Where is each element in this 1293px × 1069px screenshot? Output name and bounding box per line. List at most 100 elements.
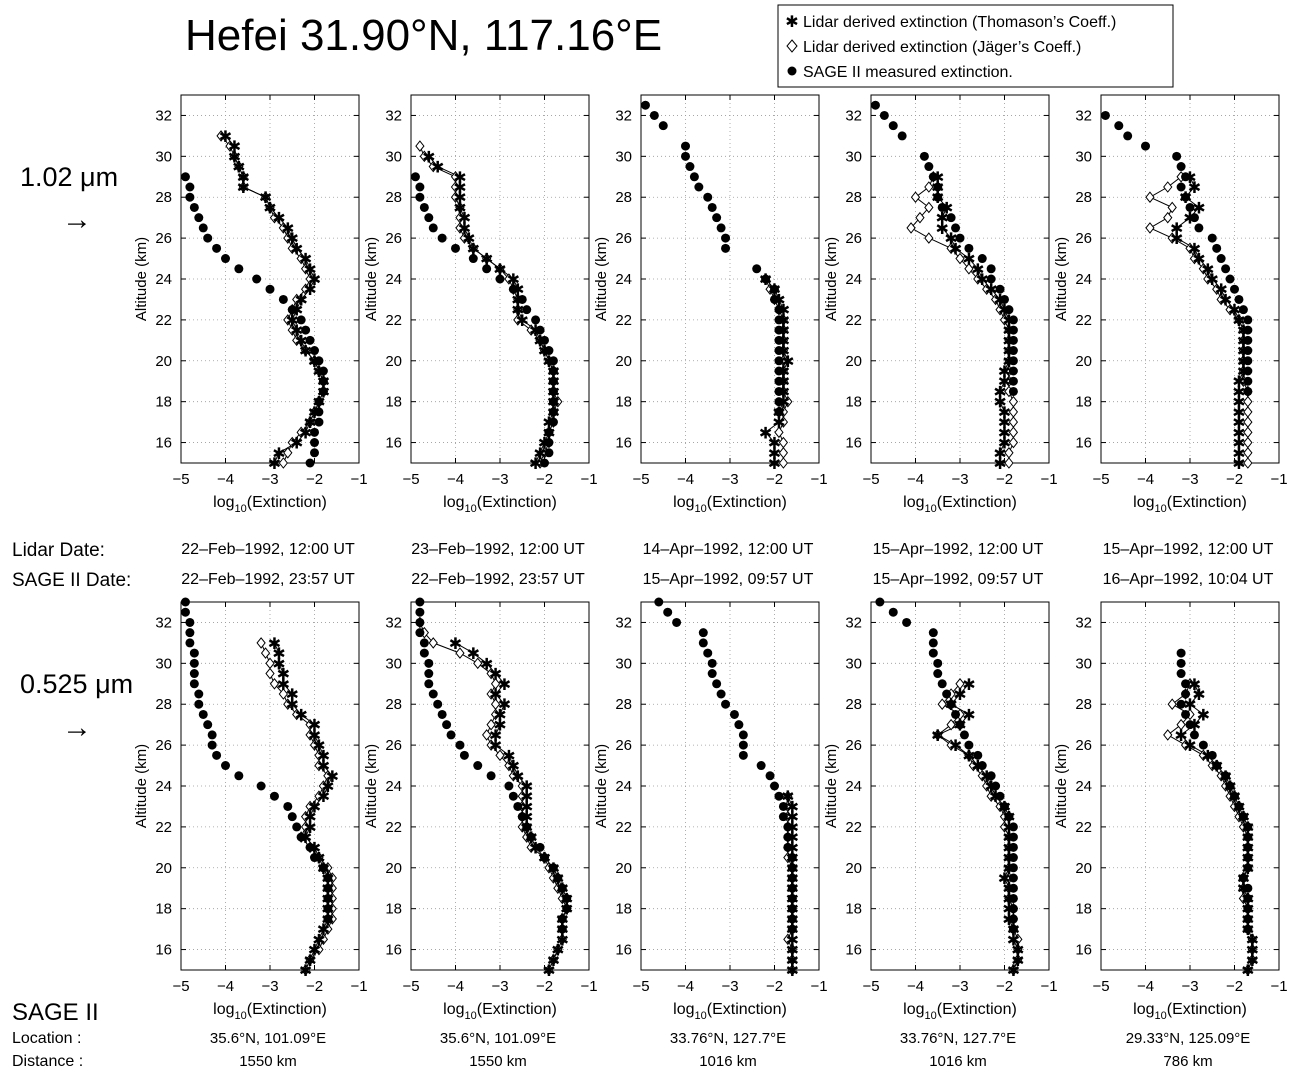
thomason-point: ✱ <box>308 728 321 745</box>
sage-point <box>1176 182 1186 192</box>
sage-point <box>951 709 961 719</box>
y-tick-label: 32 <box>385 107 402 124</box>
jager-point <box>787 953 797 966</box>
thomason-point: ✱ <box>1183 738 1196 755</box>
thomason-point: ✱ <box>462 231 475 248</box>
jager-point <box>1243 426 1253 439</box>
jager-point <box>296 426 306 439</box>
y-axis-label: Altitude (km) <box>823 744 840 828</box>
sage-point <box>1243 822 1253 832</box>
thomason-point: ✱ <box>1188 180 1201 197</box>
x-tick-label: −2 <box>766 978 783 995</box>
sage-point <box>698 628 708 638</box>
y-axis-label: Altitude (km) <box>593 744 610 828</box>
y-tick-label: 20 <box>845 860 862 877</box>
sage-point <box>189 658 199 668</box>
sage-point <box>221 254 230 264</box>
sage-point <box>752 264 762 274</box>
sage-point <box>787 853 797 863</box>
jager-point <box>1185 242 1195 255</box>
sage-point <box>1243 914 1253 924</box>
jager-point <box>1163 211 1173 224</box>
sage-point <box>991 781 1001 791</box>
sage-point <box>1008 356 1018 366</box>
jager-point <box>1013 943 1023 956</box>
column-4-location: 33.76°N, 127.7°E <box>900 1030 1016 1047</box>
thomason-point: ✱ <box>1232 456 1245 473</box>
y-tick-label: 22 <box>155 819 172 836</box>
thomason-point: ✱ <box>1232 374 1245 391</box>
jager-point <box>1247 953 1257 966</box>
sage-point <box>1008 873 1018 883</box>
thomason-point: ✱ <box>998 415 1011 432</box>
sage-point <box>774 791 784 801</box>
thomason-point: ✱ <box>286 313 299 330</box>
thomason-point: ✱ <box>1246 943 1259 960</box>
jager-point <box>468 242 478 255</box>
sage-point <box>318 366 328 376</box>
thomason-point: ✱ <box>303 820 316 837</box>
sage-point <box>548 376 558 386</box>
sage-point <box>1114 121 1124 131</box>
jager-point <box>999 821 1010 833</box>
y-tick-label: 20 <box>615 860 632 877</box>
x-tick-label: −2 <box>1226 471 1243 488</box>
thomason-point: ✱ <box>551 943 564 960</box>
thomason-point: ✱ <box>768 456 781 473</box>
y-tick-label: 24 <box>615 271 632 288</box>
sage-point <box>1243 853 1253 863</box>
sage-point <box>787 904 797 914</box>
thomason-point: ✱ <box>232 160 245 177</box>
y-tick-label: 30 <box>385 148 402 165</box>
legend-diamond-symbol <box>786 39 798 53</box>
sage-point <box>310 427 319 437</box>
jager-point <box>1189 252 1200 265</box>
sage-point <box>540 335 549 345</box>
jager-point <box>1216 293 1226 306</box>
sage-point <box>685 162 695 172</box>
sage-point <box>694 182 704 192</box>
sage-point <box>1008 346 1018 356</box>
thomason-point: ✱ <box>308 718 321 735</box>
column-2-distance: 1550 km <box>469 1053 527 1069</box>
y-tick-label: 28 <box>385 189 402 206</box>
jager-point <box>486 667 496 680</box>
sage-point <box>180 607 190 617</box>
sage-point <box>185 617 195 627</box>
sage-point <box>1225 781 1235 791</box>
jager-point <box>265 201 275 214</box>
thomason-point: ✱ <box>1232 446 1245 463</box>
jager-point <box>990 293 1001 306</box>
jager-point <box>1243 395 1253 408</box>
thomason-point: ✱ <box>1192 252 1205 269</box>
x-tick-label: −5 <box>632 978 649 995</box>
sage-point <box>428 223 438 233</box>
sage-point <box>513 801 523 811</box>
panel-top-2: −5 −4 −3 −2 −1 16 18 20 22 24 26 28 30 32 log10(Extinc… <box>363 94 598 515</box>
sage-point <box>774 397 784 407</box>
y-tick-label: 24 <box>385 271 402 288</box>
sage-point <box>689 172 699 182</box>
jager-point <box>323 769 333 782</box>
thomason-point: ✱ <box>1192 687 1205 704</box>
sage-point <box>433 699 443 709</box>
thomason-point: ✱ <box>1007 932 1020 949</box>
jager-point <box>1203 273 1213 285</box>
sage-point <box>1243 924 1253 934</box>
sage-point <box>995 284 1005 294</box>
jager-point <box>1167 698 1177 711</box>
x-tick-label: −2 <box>306 471 323 488</box>
sage-point <box>919 151 929 161</box>
jager-point <box>1004 457 1014 469</box>
y-tick-label: 18 <box>385 394 402 411</box>
sage-point <box>928 638 938 648</box>
jager-point <box>1008 964 1019 976</box>
jager-point <box>910 191 921 204</box>
jager-point <box>455 201 465 214</box>
sage-point <box>787 893 797 903</box>
y-tick-label: 16 <box>1075 435 1092 452</box>
jager-point <box>1243 457 1253 469</box>
x-tick-label: −5 <box>1092 471 1109 488</box>
sage-point <box>323 883 333 893</box>
sage-point <box>212 750 222 760</box>
